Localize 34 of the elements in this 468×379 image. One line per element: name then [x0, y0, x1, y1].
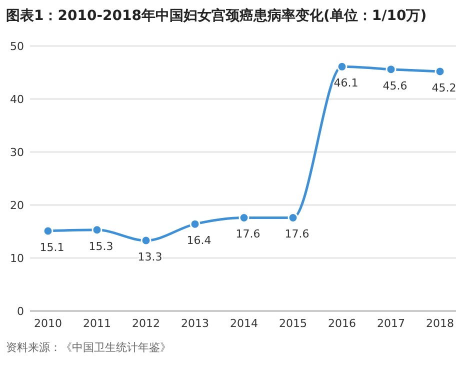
- x-tick-label: 2015: [279, 317, 307, 330]
- point: [288, 212, 298, 223]
- x-tick-label: 2017: [377, 317, 405, 330]
- point: [42, 226, 54, 236]
- x-tick-label: 2014: [230, 317, 258, 330]
- point: [92, 224, 102, 236]
- data-label: 46.1: [334, 76, 358, 90]
- data-label: 15.1: [40, 240, 64, 254]
- x-tick-label: 2013: [181, 317, 209, 330]
- point: [434, 66, 446, 77]
- y-tick-label: 0: [17, 305, 24, 318]
- x-tick-label: 2018: [426, 317, 454, 330]
- x-tick-label: 2010: [34, 317, 62, 330]
- point: [386, 64, 396, 75]
- y-tick-label: 30: [10, 146, 24, 159]
- point: [140, 235, 152, 246]
- data-label: 13.3: [138, 250, 162, 264]
- data-label: 17.6: [284, 228, 310, 241]
- x-tick-label: 2012: [132, 317, 160, 330]
- y-tick-label: 10: [10, 252, 24, 265]
- data-label: 45.6: [382, 79, 408, 92]
- point: [190, 218, 200, 230]
- data-label: 15.3: [88, 240, 114, 253]
- chart-title: 图表1：2010-2018年中国妇女宫颈癌患病率变化(单位：1/10万): [6, 7, 427, 24]
- point: [336, 61, 348, 72]
- y-tick-label: 20: [10, 199, 24, 212]
- data-label: 16.4: [186, 234, 212, 248]
- text: 资料来源：《中国卫生统计年鉴》: [6, 341, 171, 354]
- y-tick-label: 50: [10, 40, 24, 53]
- data-label: 17.6: [236, 228, 260, 241]
- data-label: 45.2: [432, 81, 456, 94]
- x-tick-label: 2016: [328, 317, 356, 330]
- y-tick-label: 40: [10, 93, 24, 106]
- x-tick-label: 2011: [83, 317, 111, 330]
